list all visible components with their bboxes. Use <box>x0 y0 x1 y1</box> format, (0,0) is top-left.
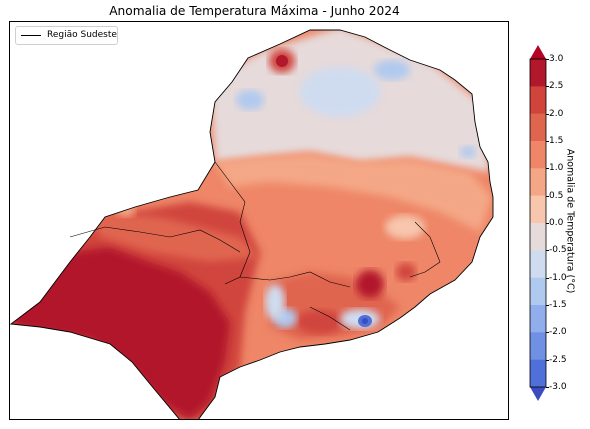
colorbar-tick <box>546 250 549 252</box>
colorbar-band <box>530 223 546 251</box>
colorbar-tick <box>546 141 549 142</box>
colorbar-title: Anomalia de Temperatura (°C) <box>564 148 576 294</box>
colorbar-tick-label: 2.5 <box>549 81 564 92</box>
colorbar-tick-label: -3.0 <box>549 382 567 392</box>
colorbar-band <box>530 195 546 224</box>
colorbar-band <box>530 86 546 114</box>
colorbar-tick-label: -2.5 <box>549 354 567 365</box>
colorbar-extend-over <box>530 45 546 59</box>
colorbar-tick <box>546 277 549 279</box>
colorbar-band <box>530 359 546 388</box>
colorbar-tick-label: -1.5 <box>549 300 567 310</box>
legend-box: Região Sudeste <box>15 26 118 45</box>
colorbar-band <box>530 59 546 87</box>
colorbar-tick-label: 2.0 <box>549 108 564 119</box>
colorbar-tick <box>546 113 549 115</box>
colorbar-band <box>530 305 546 333</box>
colorbar-band <box>530 168 546 196</box>
colorbar-tick-label: -1.0 <box>549 272 567 283</box>
map-title: Anomalia de Temperatura Máxima - Junho 2… <box>109 4 400 18</box>
state-borders <box>69 161 441 331</box>
colorbar-tick <box>546 359 549 361</box>
colorbar-tick-label: 1.0 <box>549 163 564 174</box>
legend-label: Região Sudeste <box>47 30 117 40</box>
colorbar-tick <box>546 223 549 224</box>
colorbar-extend-under <box>530 387 546 401</box>
anomaly-map <box>10 29 494 419</box>
colorbar-tick <box>546 59 549 60</box>
colorbar-tick-label: 0.5 <box>549 190 564 201</box>
map-frame: Região Sudeste <box>9 21 509 420</box>
colorbar <box>529 45 547 401</box>
colorbar-tick <box>546 332 549 334</box>
colorbar-tick-label: 0.0 <box>549 218 564 228</box>
colorbar-band <box>530 277 546 306</box>
colorbar-tick-label: -0.5 <box>549 245 567 256</box>
colorbar-tick <box>546 86 549 88</box>
colorbar-tick-label: -2.0 <box>549 327 567 338</box>
colorbar-tick-label: 1.5 <box>549 136 564 146</box>
colorbar-band <box>530 113 546 142</box>
colorbar-band <box>530 332 546 360</box>
colorbar-tick <box>546 168 549 170</box>
colorbar-tick <box>546 305 549 306</box>
legend-line <box>21 35 41 36</box>
colorbar-band <box>530 141 546 169</box>
colorbar-tick <box>546 195 549 197</box>
colorbar-tick <box>546 387 549 388</box>
colorbar-tick-label: 3.0 <box>549 54 564 64</box>
colorbar-band <box>530 250 546 278</box>
